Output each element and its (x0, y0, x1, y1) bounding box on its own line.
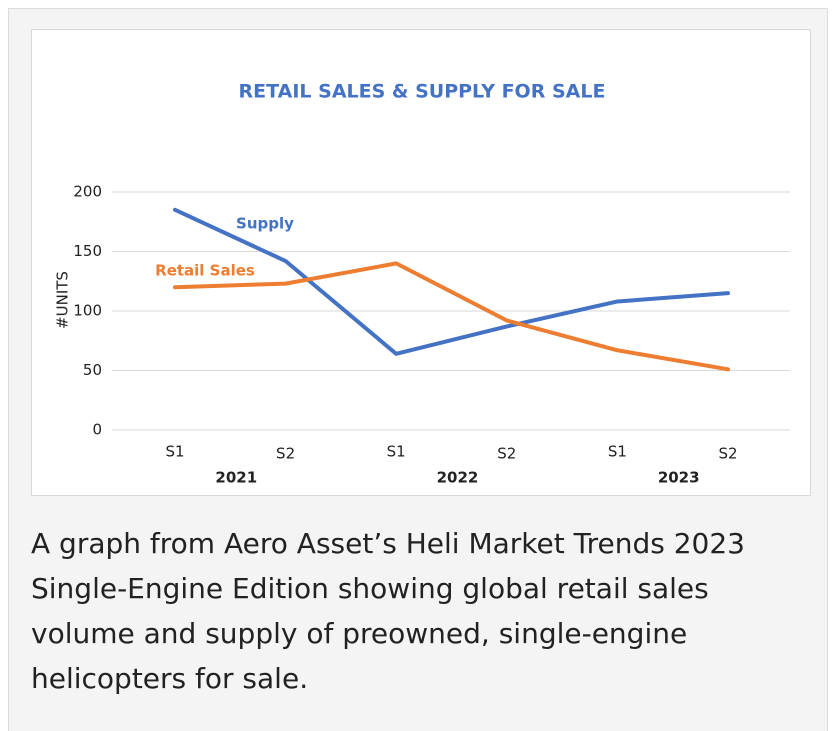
x-tick-label: S1 (608, 443, 627, 461)
chart-box (31, 29, 811, 496)
x-tick-label: S1 (387, 443, 406, 461)
y-tick-label: 100 (73, 302, 102, 320)
panel: A graph from Aero Asset’s Heli Market Tr… (8, 8, 828, 731)
caption-line: volume and supply of preowned, single-en… (31, 617, 688, 650)
series-line (173, 261, 730, 372)
x-group-label: 2021 (215, 469, 257, 487)
x-group-label: 2022 (437, 469, 479, 487)
x-tick-label: S2 (497, 445, 516, 463)
x-group-label: 2023 (658, 469, 700, 487)
y-axis-label: #UNITS (54, 271, 72, 329)
caption-line: Single-Engine Edition showing global ret… (31, 572, 709, 605)
caption: A graph from Aero Asset’s Heli Market Tr… (31, 521, 821, 701)
y-tick-label: 0 (92, 421, 102, 439)
y-tick-label: 50 (83, 361, 102, 379)
y-tick-label: 200 (73, 183, 102, 201)
series-label: Retail Sales (155, 262, 255, 280)
series-label: Supply (236, 215, 294, 233)
series-line (173, 207, 730, 356)
y-tick-label: 150 (73, 242, 102, 260)
chart-title: RETAIL SALES & SUPPLY FOR SALE (239, 81, 606, 103)
x-tick-label: S1 (165, 443, 184, 461)
x-tick-label: S2 (718, 445, 737, 463)
caption-line: A graph from Aero Asset’s Heli Market Tr… (31, 527, 745, 560)
x-tick-label: S2 (276, 445, 295, 463)
caption-line: helicopters for sale. (31, 662, 309, 695)
